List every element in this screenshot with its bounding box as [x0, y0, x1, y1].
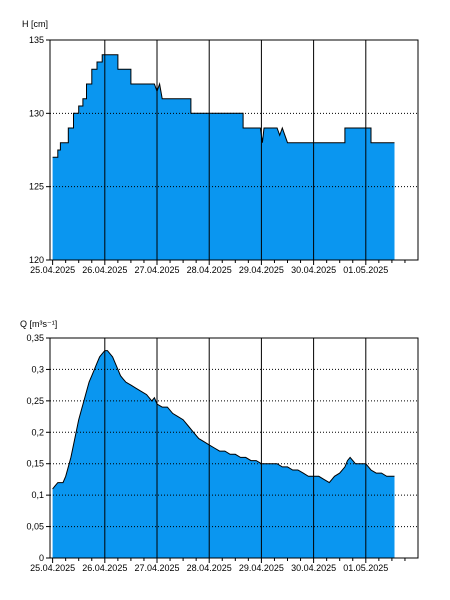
- q-ytick-label-7: 0,35: [26, 333, 44, 343]
- h-ytick-label-3: 135: [29, 35, 44, 45]
- q-ytick-label-1: 0,05: [26, 522, 44, 532]
- water-level-chart: H [cm] 120 125 130 135 25.04.2025 26.04.2025 27…: [22, 19, 419, 275]
- h-xtick-label-3: 28.04.2025: [187, 265, 232, 275]
- q-area: [52, 350, 395, 558]
- q-xtick-label-0: 25.04.2025: [30, 563, 75, 573]
- q-xtick-label-1: 26.04.2025: [82, 563, 127, 573]
- q-ytick-label-6: 0,3: [31, 364, 44, 374]
- h-xtick-label-6: 01.05.2025: [343, 265, 388, 275]
- q-xtick-label-6: 01.05.2025: [343, 563, 388, 573]
- q-xtick-label-4: 29.04.2025: [239, 563, 284, 573]
- h-line: [52, 54, 395, 158]
- q-line: [52, 350, 395, 490]
- q-xtick-label-5: 30.04.2025: [291, 563, 336, 573]
- h-frame: [49, 39, 419, 261]
- h-xtick-label-5: 30.04.2025: [291, 265, 336, 275]
- q-xtick-label-3: 28.04.2025: [187, 563, 232, 573]
- h-area: [52, 54, 395, 261]
- q-ytick-label-2: 0,1: [31, 490, 44, 500]
- h-ylabel: H [cm]: [22, 19, 48, 29]
- q-frame: [49, 337, 419, 559]
- q-ytick-label-3: 0,15: [26, 459, 44, 469]
- q-xtick-label-2: 27.04.2025: [134, 563, 179, 573]
- q-ytick-label-4: 0,2: [31, 427, 44, 437]
- discharge-chart: Q [m³s⁻¹] 0 0,05 0,1 0,15 0,2 0,25 0,3 0,35 25.04…: [20, 319, 419, 573]
- h-xtick-label-4: 29.04.2025: [239, 265, 284, 275]
- h-ytick-label-0: 120: [29, 255, 44, 265]
- q-ytick-label-0: 0: [39, 553, 44, 563]
- q-ylabel: Q [m³s⁻¹]: [20, 319, 57, 329]
- h-xtick-label-0: 25.04.2025: [30, 265, 75, 275]
- h-xtick-label-1: 26.04.2025: [82, 265, 127, 275]
- h-xtick-label-2: 27.04.2025: [134, 265, 179, 275]
- h-ytick-label-2: 130: [29, 108, 44, 118]
- q-ytick-label-5: 0,25: [26, 396, 44, 406]
- h-ytick-label-1: 125: [29, 182, 44, 192]
